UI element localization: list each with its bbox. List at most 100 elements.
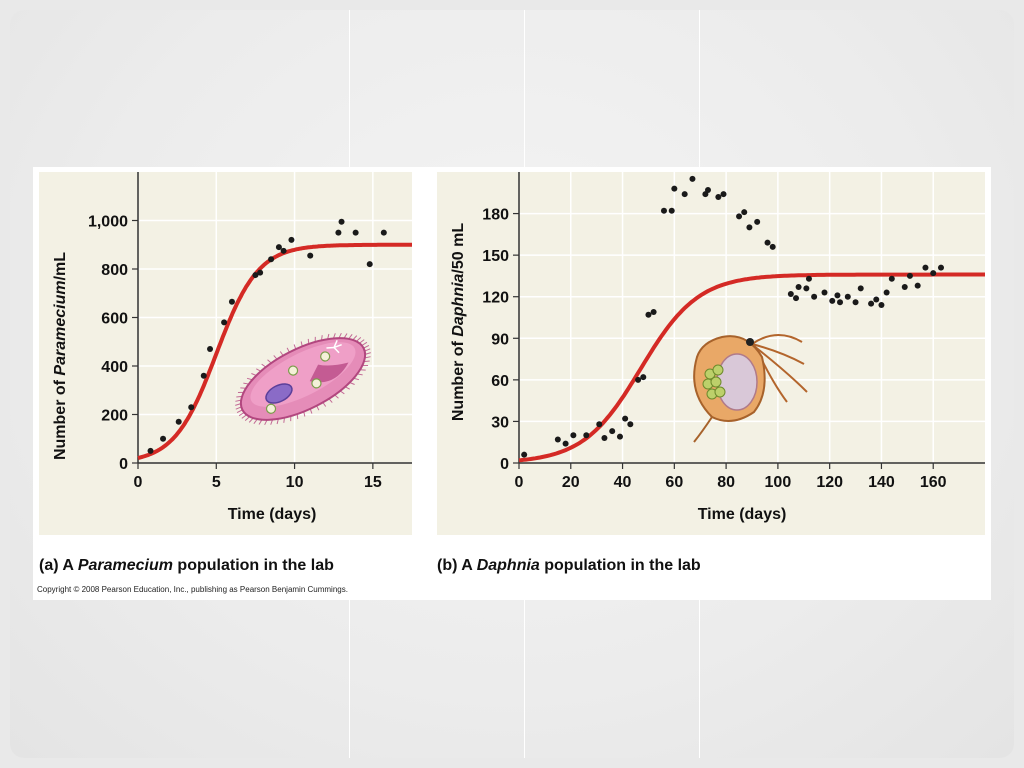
caption-a: (a) A Paramecium population in the lab — [39, 557, 334, 575]
copyright-notice: Copyright © 2008 Pearson Education, Inc.… — [37, 585, 348, 594]
y-tick-label: 150 — [482, 248, 509, 265]
data-point — [562, 440, 569, 447]
data-point — [922, 264, 929, 271]
x-tick-label: 20 — [562, 474, 580, 491]
y-tick-label: 60 — [491, 373, 509, 390]
data-point — [901, 284, 908, 291]
data-point — [795, 284, 802, 291]
data-point — [207, 346, 214, 353]
x-tick-label: 60 — [665, 474, 683, 491]
data-point — [837, 299, 844, 306]
data-point — [873, 296, 880, 303]
y-tick-label: 400 — [101, 359, 128, 376]
x-tick-label: 40 — [614, 474, 632, 491]
data-point — [811, 293, 818, 300]
data-point — [834, 292, 841, 299]
data-point — [601, 435, 608, 442]
data-point — [803, 285, 810, 292]
y-tick-label: 600 — [101, 311, 128, 328]
data-point — [570, 432, 577, 439]
caption-b: (b) A Daphnia population in the lab — [437, 557, 701, 575]
data-point — [769, 243, 776, 250]
y-tick-label: 800 — [101, 262, 128, 279]
caption-a-italic: Paramecium — [77, 557, 173, 574]
data-point — [338, 218, 345, 225]
data-point — [736, 213, 743, 220]
data-point — [650, 308, 657, 315]
data-point — [689, 175, 696, 182]
data-point — [622, 415, 629, 422]
caption-b-suffix: population in the lab — [539, 557, 701, 574]
y-axis-label-prefix: Number of — [450, 337, 467, 421]
data-point — [616, 433, 623, 440]
y-axis-label-prefix: Number of — [52, 376, 69, 460]
contractile-vacuole — [326, 339, 342, 354]
cilium — [363, 344, 370, 349]
caption-b-italic: Daphnia — [476, 557, 540, 574]
data-point — [521, 451, 528, 458]
macronucleus — [265, 383, 293, 404]
x-tick-label: 15 — [364, 474, 382, 491]
data-point — [704, 187, 711, 194]
data-point — [147, 447, 154, 454]
data-point — [829, 297, 836, 304]
data-point — [883, 289, 890, 296]
y-axis-label-italic: Paramecium — [52, 280, 69, 375]
data-point — [793, 295, 800, 302]
data-point — [857, 285, 864, 292]
data-point — [906, 272, 913, 279]
data-point — [930, 270, 937, 277]
x-tick-label: 0 — [134, 474, 143, 491]
egg — [712, 364, 724, 376]
data-point — [335, 229, 342, 236]
y-axis-label-italic: Daphnia — [450, 273, 467, 336]
data-point — [280, 247, 287, 254]
data-point — [937, 264, 944, 271]
x-tick-label: 5 — [212, 474, 221, 491]
data-point — [175, 418, 182, 425]
caption-b-prefix: (b) A — [437, 557, 477, 574]
x-tick-label: 10 — [286, 474, 304, 491]
y-tick-label: 0 — [500, 456, 509, 473]
food-vacuole — [311, 378, 322, 389]
caption-a-suffix: population in the lab — [172, 557, 334, 574]
data-point — [252, 272, 259, 279]
data-point — [787, 290, 794, 297]
data-point — [844, 293, 851, 300]
data-point — [878, 302, 885, 309]
data-point — [609, 428, 616, 435]
data-point — [288, 236, 295, 243]
data-point — [754, 218, 761, 225]
y-tick-label: 30 — [491, 414, 509, 431]
y-axis-label-suffix: /mL — [52, 252, 69, 281]
data-point — [257, 269, 264, 276]
data-point — [914, 282, 921, 289]
y-tick-label: 120 — [482, 290, 509, 307]
x-tick-label: 0 — [515, 474, 524, 491]
data-point — [627, 421, 634, 428]
x-tick-label: 80 — [717, 474, 735, 491]
data-point — [868, 300, 875, 307]
y-axis-label-suffix: /50 mL — [450, 223, 467, 274]
data-point — [660, 207, 667, 214]
data-point — [554, 436, 561, 443]
data-point — [228, 298, 235, 305]
x-tick-label: 160 — [920, 474, 947, 491]
data-point — [746, 224, 753, 231]
data-point — [764, 239, 771, 246]
logistic-curve — [137, 242, 412, 460]
x-tick-label: 120 — [816, 474, 843, 491]
eye — [746, 338, 754, 346]
data-point — [366, 261, 373, 268]
data-point — [352, 229, 359, 236]
y-tick-label: 180 — [482, 207, 509, 224]
egg — [714, 386, 726, 398]
data-point — [821, 289, 828, 296]
daphnia-illustration — [693, 334, 808, 443]
antennae — [751, 334, 808, 403]
data-point — [715, 193, 722, 200]
data-point — [720, 191, 727, 198]
oral-groove — [309, 362, 349, 383]
data-point — [583, 432, 590, 439]
data-point — [275, 244, 282, 251]
